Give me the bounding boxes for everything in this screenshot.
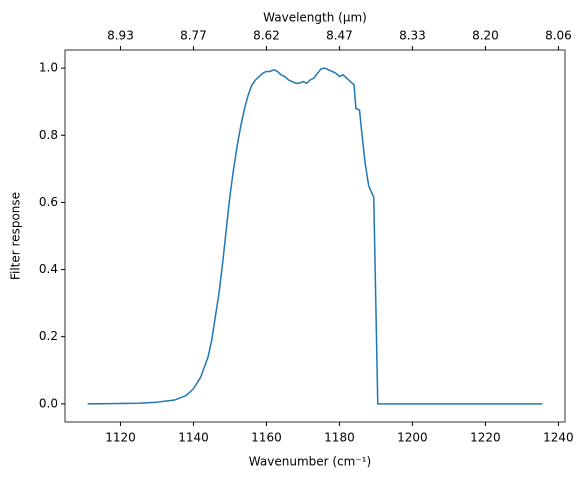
- y-tick-label: 1.0: [39, 61, 58, 75]
- x2-tick-label: 8.06: [545, 29, 572, 43]
- y-axis-label: Filter response: [9, 192, 23, 280]
- y-tick-label: 0.4: [39, 262, 58, 276]
- x2-tick-label: 8.47: [326, 29, 353, 43]
- line: [87, 67, 543, 405]
- x2-tick-label: 8.33: [399, 29, 426, 43]
- x-axis-label: Wavenumber (cm⁻¹): [249, 455, 371, 469]
- x-tick-label: 1140: [178, 431, 209, 445]
- y-tick-label: 0.2: [39, 329, 58, 343]
- x-tick-label: 1200: [397, 431, 428, 445]
- x-tick-label: 1220: [470, 431, 501, 445]
- x-tick-label: 1120: [105, 431, 136, 445]
- x2-tick-label: 8.77: [180, 29, 207, 43]
- y-tick-label: 0.8: [39, 128, 58, 142]
- x2-tick-label: 8.93: [107, 29, 134, 43]
- plot-frame: [64, 49, 566, 423]
- x-tick-label: 1240: [543, 431, 574, 445]
- x2-tick-label: 8.62: [253, 29, 280, 43]
- x2-axis-label: Wavelength (μm): [263, 11, 367, 25]
- x2-tick-label: 8.20: [472, 29, 499, 43]
- x-tick-label: 1160: [251, 431, 282, 445]
- y-tick-label: 0.0: [39, 396, 58, 410]
- y-tick-label: 0.6: [39, 195, 58, 209]
- x-tick-label: 1180: [324, 431, 355, 445]
